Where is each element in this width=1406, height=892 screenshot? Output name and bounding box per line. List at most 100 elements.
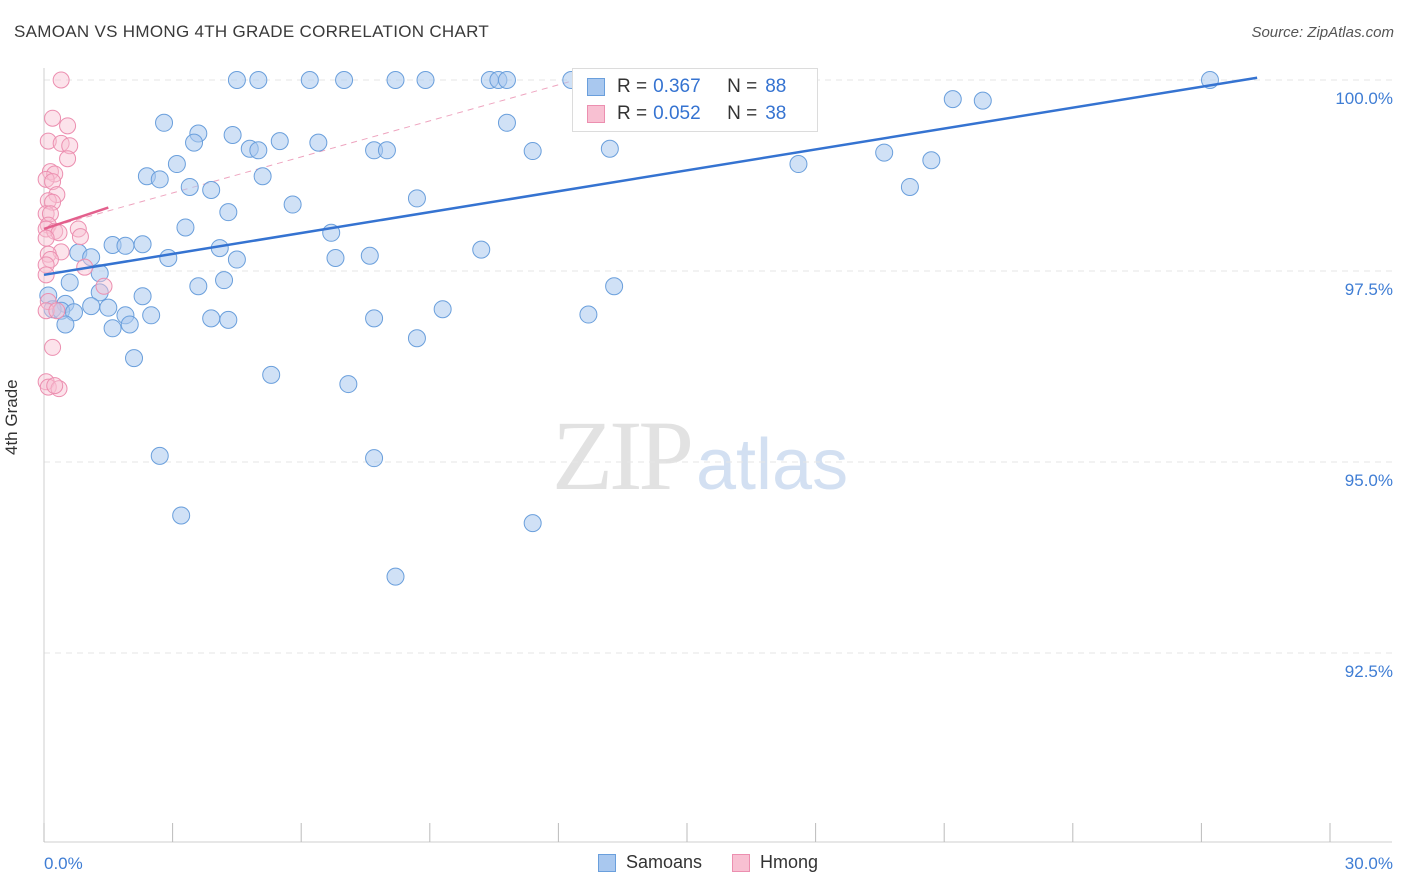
samoan-point (497, 71, 516, 89)
samoan-point (875, 143, 894, 162)
hmong-point (44, 109, 62, 127)
samoan-point (789, 155, 808, 174)
samoan-point (103, 319, 122, 338)
samoan-point (82, 297, 101, 316)
stats-legend: R = 0.367 N = 88 R = 0.052 N = 38 (572, 68, 818, 132)
hmong-swatch (587, 105, 605, 123)
samoan-point (99, 298, 118, 317)
samoan-point (133, 287, 152, 306)
hmong-point (37, 256, 55, 274)
samoan-point (433, 300, 452, 319)
series-legend: Samoans Hmong (598, 852, 848, 873)
samoan-point (185, 133, 204, 152)
x-tick-label: 30.0% (1345, 854, 1393, 873)
samoan-trend-line (43, 76, 1258, 277)
y-tick-label: 100.0% (1335, 89, 1393, 108)
samoan-swatch (587, 78, 605, 96)
hmong-r-value: 0.052 (653, 103, 701, 124)
samoan-point (600, 139, 619, 158)
hmong-point (37, 229, 55, 247)
samoan-point (472, 240, 491, 259)
samoan-point (497, 113, 516, 132)
samoan-point (249, 71, 268, 89)
samoan-point (219, 310, 238, 329)
hmong-point (37, 170, 55, 188)
samoan-point (377, 141, 396, 160)
watermark: ZIPatlas (552, 398, 848, 513)
samoan-point (579, 305, 598, 324)
samoan-point (202, 309, 221, 328)
samoan-point (253, 167, 272, 186)
x-tick-label: 0.0% (44, 854, 83, 873)
hmong-legend-label: Hmong (760, 852, 819, 872)
hmong-point (44, 173, 62, 191)
samoan-point (416, 71, 435, 89)
hmong-point (39, 132, 57, 150)
legend-item-hmong[interactable]: Hmong (732, 852, 818, 873)
hmong-point (39, 378, 57, 396)
samoan-point (973, 91, 992, 110)
samoan-n-value: 88 (765, 76, 787, 97)
samoan-point (407, 329, 426, 348)
samoan-point (605, 277, 624, 296)
samoan-point (922, 151, 941, 170)
hmong-point (61, 137, 79, 155)
samoan-point (189, 277, 208, 296)
samoan-point (223, 126, 242, 145)
samoan-point (339, 375, 358, 394)
samoan-point (125, 349, 144, 368)
samoan-point (407, 189, 426, 208)
samoan-point (150, 446, 169, 465)
samoan-point (300, 71, 319, 89)
n-label: N = (727, 103, 758, 124)
hmong-n-value: 38 (765, 103, 787, 124)
r-label: R = (617, 103, 648, 124)
samoan-point (133, 235, 152, 254)
legend-item-samoans[interactable]: Samoans (598, 852, 702, 873)
samoan-point (60, 273, 79, 292)
samoans-legend-label: Samoans (626, 852, 703, 872)
samoans-legend-swatch (598, 853, 616, 872)
samoan-point (326, 249, 345, 268)
r-label: R = (617, 76, 648, 97)
hmong-legend-swatch (732, 853, 751, 872)
samoan-point (365, 449, 384, 468)
hmong-trend-line (43, 206, 109, 231)
samoan-point (180, 177, 199, 196)
samoan-point (172, 506, 191, 525)
samoan-point (227, 71, 246, 89)
stats-legend-hmong: R = 0.052 N = 38 (587, 102, 786, 126)
hmong-point (71, 228, 89, 246)
samoan-point (142, 306, 161, 325)
samoan-point (150, 170, 169, 189)
hmong-point (95, 277, 113, 295)
y-axis-label: 4th Grade (2, 379, 21, 455)
samoan-point (283, 195, 302, 214)
samoan-point (270, 132, 289, 151)
samoan-point (523, 514, 542, 533)
samoan-point (335, 71, 354, 89)
samoan-point (900, 177, 919, 196)
samoan-point (155, 113, 174, 132)
samoan-point (202, 181, 221, 200)
samoan-point (309, 133, 328, 152)
samoan-point (56, 315, 75, 334)
samoan-point (176, 218, 195, 237)
hmong-point (52, 71, 70, 89)
samoan-point (360, 246, 379, 265)
chart-source: Source: ZipAtlas.com (1251, 24, 1394, 41)
samoan-point (365, 309, 384, 328)
samoan-point (65, 303, 84, 322)
samoan-point (386, 567, 405, 586)
hmong-point (59, 150, 77, 168)
y-tick-label: 97.5% (1345, 280, 1393, 299)
y-tick-label: 92.5% (1345, 662, 1393, 681)
samoan-point (386, 71, 405, 89)
hmong-trend-extension (43, 79, 576, 230)
n-label: N = (727, 76, 758, 97)
samoan-point (90, 283, 109, 302)
samoan-point (167, 155, 186, 174)
hmong-point (46, 377, 64, 395)
samoan-point (219, 203, 238, 222)
